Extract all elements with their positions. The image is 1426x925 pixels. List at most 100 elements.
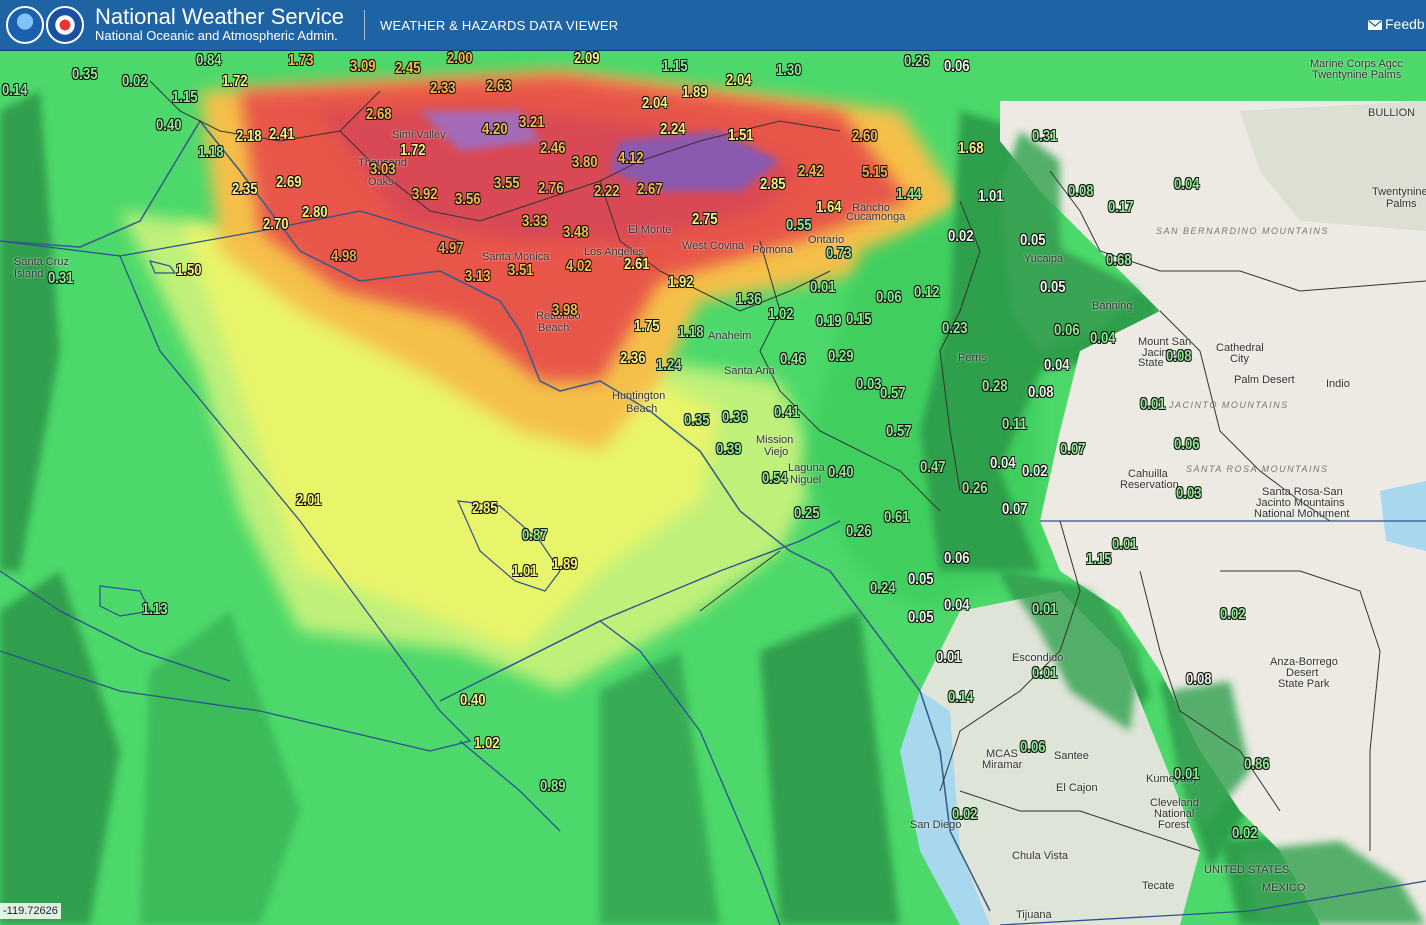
- precip-value-label[interactable]: 2.63: [486, 78, 512, 95]
- precip-value-label[interactable]: 0.01: [1032, 601, 1058, 618]
- precip-value-label[interactable]: 0.08: [1068, 183, 1094, 200]
- precip-value-label[interactable]: 0.26: [846, 523, 872, 540]
- precip-value-label[interactable]: 1.72: [222, 73, 248, 90]
- precip-value-label[interactable]: 1.75: [634, 318, 660, 335]
- precip-value-label[interactable]: 4.02: [566, 258, 592, 275]
- precip-value-label[interactable]: 1.68: [958, 140, 984, 157]
- precip-value-label[interactable]: 0.31: [48, 270, 74, 287]
- precip-value-label[interactable]: 0.26: [904, 53, 930, 70]
- precip-value-label[interactable]: 2.24: [660, 121, 686, 138]
- precip-value-label[interactable]: 0.40: [156, 117, 182, 134]
- precipitation-map[interactable]: [0, 51, 1426, 925]
- precip-value-label[interactable]: 0.40: [460, 692, 486, 709]
- nws-logo-icon[interactable]: [46, 6, 84, 44]
- precip-value-label[interactable]: 3.98: [552, 302, 578, 319]
- precip-value-label[interactable]: 1.15: [662, 58, 688, 75]
- precip-value-label[interactable]: 2.70: [263, 216, 289, 233]
- precip-value-label[interactable]: 1.01: [512, 563, 538, 580]
- precip-value-label[interactable]: 1.51: [728, 127, 754, 144]
- precip-value-label[interactable]: 1.01: [978, 188, 1004, 205]
- precip-value-label[interactable]: 0.24: [870, 580, 896, 597]
- precip-value-label[interactable]: 2.09: [574, 50, 600, 67]
- precip-value-label[interactable]: 0.02: [122, 73, 148, 90]
- precip-value-label[interactable]: 0.86: [1244, 756, 1270, 773]
- precip-value-label[interactable]: 4.20: [482, 121, 508, 138]
- precip-value-label[interactable]: 0.29: [828, 348, 854, 365]
- precip-value-label[interactable]: 2.85: [760, 176, 786, 193]
- precip-value-label[interactable]: 0.05: [1020, 232, 1046, 249]
- precip-value-label[interactable]: 3.80: [572, 154, 598, 171]
- precip-value-label[interactable]: 0.06: [1054, 322, 1080, 339]
- precip-value-label[interactable]: 0.61: [884, 509, 910, 526]
- precip-value-label[interactable]: 0.08: [1166, 348, 1192, 365]
- precip-value-label[interactable]: 2.41: [269, 126, 295, 143]
- precip-value-label[interactable]: 0.28: [982, 378, 1008, 395]
- precip-value-label[interactable]: 2.76: [538, 180, 564, 197]
- precip-value-label[interactable]: 0.01: [936, 649, 962, 666]
- precip-value-label[interactable]: 1.72: [400, 142, 426, 159]
- precip-value-label[interactable]: 0.01: [1140, 396, 1166, 413]
- precip-value-label[interactable]: 1.64: [816, 199, 842, 216]
- precip-value-label[interactable]: 0.15: [846, 311, 872, 328]
- precip-value-label[interactable]: 4.12: [618, 150, 644, 167]
- precip-value-label[interactable]: 0.31: [1032, 128, 1058, 145]
- precip-value-label[interactable]: 0.04: [944, 597, 970, 614]
- precip-value-label[interactable]: 0.08: [1186, 671, 1212, 688]
- precip-value-label[interactable]: 1.15: [1086, 551, 1112, 568]
- precip-value-label[interactable]: 3.48: [563, 224, 589, 241]
- precip-value-label[interactable]: 2.42: [798, 163, 824, 180]
- precip-value-label[interactable]: 0.41: [774, 404, 800, 421]
- precip-value-label[interactable]: 2.61: [624, 256, 650, 273]
- precip-value-label[interactable]: 2.36: [620, 350, 646, 367]
- precip-value-label[interactable]: 1.18: [198, 144, 224, 161]
- precip-value-label[interactable]: 0.04: [1174, 176, 1200, 193]
- precip-value-label[interactable]: 0.04: [990, 455, 1016, 472]
- precip-value-label[interactable]: 0.06: [944, 58, 970, 75]
- precip-value-label[interactable]: 0.40: [828, 464, 854, 481]
- precip-value-label[interactable]: 0.46: [780, 351, 806, 368]
- precip-value-label[interactable]: 3.55: [494, 175, 520, 192]
- noaa-logo-icon[interactable]: [6, 6, 44, 44]
- precip-value-label[interactable]: 0.68: [1106, 252, 1132, 269]
- precip-value-label[interactable]: 0.14: [948, 689, 974, 706]
- precip-value-label[interactable]: 1.89: [552, 556, 578, 573]
- precip-value-label[interactable]: 0.05: [908, 571, 934, 588]
- precip-value-label[interactable]: 0.14: [2, 82, 28, 99]
- precip-value-label[interactable]: 3.21: [519, 114, 545, 131]
- precip-value-label[interactable]: 0.05: [908, 609, 934, 626]
- app-title[interactable]: National Weather Service: [95, 4, 345, 29]
- precip-value-label[interactable]: 2.18: [236, 128, 262, 145]
- precip-value-label[interactable]: 1.89: [682, 84, 708, 101]
- precip-value-label[interactable]: 0.07: [1002, 501, 1028, 518]
- precip-value-label[interactable]: 1.92: [668, 274, 694, 291]
- precip-value-label[interactable]: 1.50: [176, 262, 202, 279]
- precip-value-label[interactable]: 2.75: [692, 211, 718, 228]
- precip-value-label[interactable]: 2.04: [642, 95, 668, 112]
- precip-value-label[interactable]: 1.13: [142, 601, 168, 618]
- precip-value-label[interactable]: 0.04: [1090, 330, 1116, 347]
- precip-value-label[interactable]: 4.97: [438, 240, 464, 257]
- precip-value-label[interactable]: 0.39: [716, 441, 742, 458]
- precip-value-label[interactable]: 0.02: [952, 806, 978, 823]
- precip-value-label[interactable]: 2.68: [366, 106, 392, 123]
- precip-value-label[interactable]: 1.24: [656, 357, 682, 374]
- precip-value-label[interactable]: 3.33: [522, 213, 548, 230]
- precip-value-label[interactable]: 1.44: [896, 186, 922, 203]
- precip-value-label[interactable]: 0.89: [540, 778, 566, 795]
- precip-value-label[interactable]: 2.67: [637, 181, 663, 198]
- precip-value-label[interactable]: 0.26: [962, 480, 988, 497]
- precip-value-label[interactable]: 3.92: [412, 186, 438, 203]
- precip-value-label[interactable]: 2.00: [447, 50, 473, 67]
- precip-value-label[interactable]: 2.60: [852, 128, 878, 145]
- precip-value-label[interactable]: 0.06: [944, 550, 970, 567]
- precip-value-label[interactable]: 1.36: [736, 291, 762, 308]
- precip-value-label[interactable]: 0.03: [856, 376, 882, 393]
- precip-value-label[interactable]: 2.04: [726, 72, 752, 89]
- precip-value-label[interactable]: 0.02: [948, 228, 974, 245]
- precip-value-label[interactable]: 2.80: [302, 204, 328, 221]
- precip-value-label[interactable]: 0.12: [914, 284, 940, 301]
- precip-value-label[interactable]: 2.33: [430, 80, 456, 97]
- precip-value-label[interactable]: 5.15: [862, 164, 888, 181]
- precip-value-label[interactable]: 0.57: [880, 385, 906, 402]
- precip-value-label[interactable]: 4.98: [331, 248, 357, 265]
